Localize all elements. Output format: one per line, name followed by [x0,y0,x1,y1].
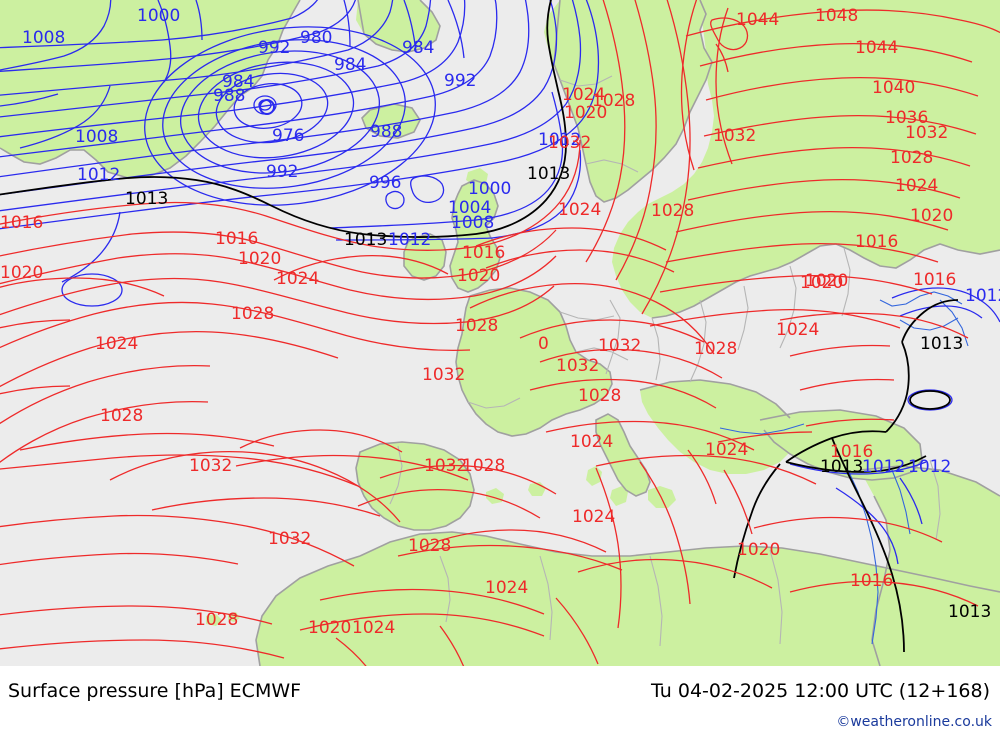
contour-label: 1024 [562,85,606,105]
contour-label: 1000 [468,179,512,199]
contour-label: 1024 [95,334,139,354]
contour-label: 1012 [965,286,1000,306]
contour-label: 1028 [100,406,144,426]
contour-label: 1020 [0,263,44,283]
contour-label: 984 [222,72,255,92]
contour-label: 1048 [815,6,859,26]
contour-label: 1024 [705,440,749,460]
contour-label: 1012 [538,130,582,150]
contour-label: 1012 [77,165,121,185]
contour-label: 1024 [572,507,616,527]
contour-label: 1020 [564,103,608,123]
contour-label: 1020 [457,266,501,286]
watermark-weatheronline: ©weatheronline.co.uk [836,714,992,730]
contour-label: 1013 [527,164,571,184]
contour-label: 1028 [455,316,499,336]
contour-label: 1040 [872,78,916,98]
contour-label: 1013 [948,602,992,622]
contour-label: 1032 [424,456,468,476]
contour-label: 1020 [238,249,282,269]
contour-label: 1016 [0,213,44,233]
contour-label: 1024 [895,176,939,196]
contour-label: 1012 [908,457,952,477]
contour-label: 984 [402,38,435,58]
contour-label: 992 [258,38,291,58]
contour-label: 976 [272,126,305,146]
contour-label: 1032 [189,456,233,476]
contour-label: 1008 [75,127,119,147]
contour-label: 1016 [830,442,874,462]
contour-label: 1024 [570,432,614,452]
chart-footer: Surface pressure [hPa] ECMWF Tu 04-02-20… [0,666,1000,733]
contour-label: 992 [266,162,299,182]
contour-label: 988 [213,86,246,106]
contour-label: 1044 [855,38,899,58]
isobar-low-group [0,0,1000,565]
contour-label: 992 [444,71,477,91]
contour-label: 1016 [855,232,899,252]
contour-label: 980 [300,28,333,48]
contour-label: 1024 [352,618,396,638]
pressure-chart-map: .land{fill:#ccf0a0;stroke:none;} .coast{… [0,0,1000,666]
contour-label: 1032 [598,336,642,356]
contour-label: 984 [334,55,367,75]
contour-label: 1020 [805,271,849,291]
contour-label: 1008 [22,28,66,48]
contour-label: 1016 [462,243,506,263]
contour-label: 996 [369,173,402,193]
contour-label: 1032 [548,133,592,153]
contour-label: 1008 [451,213,495,233]
contour-label: 1013 [125,189,169,209]
chart-valid-time: Tu 04-02-2025 12:00 UTC (12+168) [651,680,990,702]
contour-label: 1024 [276,269,320,289]
contour-label: 988 [370,122,403,142]
contour-label: 1028 [890,148,934,168]
contour-label: 1032 [905,123,949,143]
contour-label: 1024 [776,320,820,340]
contour-label: 1028 [651,201,695,221]
contour-label: 1020 [800,273,844,293]
contour-label: 1016 [215,229,259,249]
contour-label: 1020 [910,206,954,226]
contour-label: 1032 [713,126,757,146]
map-canvas: .land{fill:#ccf0a0;stroke:none;} .coast{… [0,0,1000,666]
contour-label: 1032 [556,356,600,376]
contour-label: 1028 [408,536,452,556]
contour-label: 1013 [820,457,864,477]
contour-label: 1028 [592,91,636,111]
contour-label: 1028 [578,386,622,406]
contour-label: 1032 [268,529,312,549]
contour-label: 1000 [137,6,181,26]
isobar-standard-group [0,0,959,653]
contour-label: 1028 [694,339,738,359]
contour-label: 1013 [344,230,388,250]
contour-label: 1032 [422,365,466,385]
contour-label: 1016 [850,571,894,591]
contour-label: 1024 [485,578,529,598]
contour-label: 1044 [736,10,780,30]
contour-label: 1028 [195,610,239,630]
contour-label: 1020 [737,540,781,560]
contour-label: 1020 [308,618,352,638]
contour-label: 1028 [462,456,506,476]
contour-label: 1028 [231,304,275,324]
contour-label: 1036 [885,108,929,128]
contour-label: 1012 [388,230,432,250]
contour-label: 1004 [448,198,492,218]
low-pressure-center-marker [259,99,275,115]
contour-label: 1024 [558,200,602,220]
contour-label: 1013 [920,334,964,354]
chart-title: Surface pressure [hPa] ECMWF [8,680,302,702]
isobar-high-group [0,0,1000,666]
contour-label: 1012 [862,457,906,477]
contour-label: 1016 [913,270,957,290]
contour-label: 0 [538,334,549,354]
